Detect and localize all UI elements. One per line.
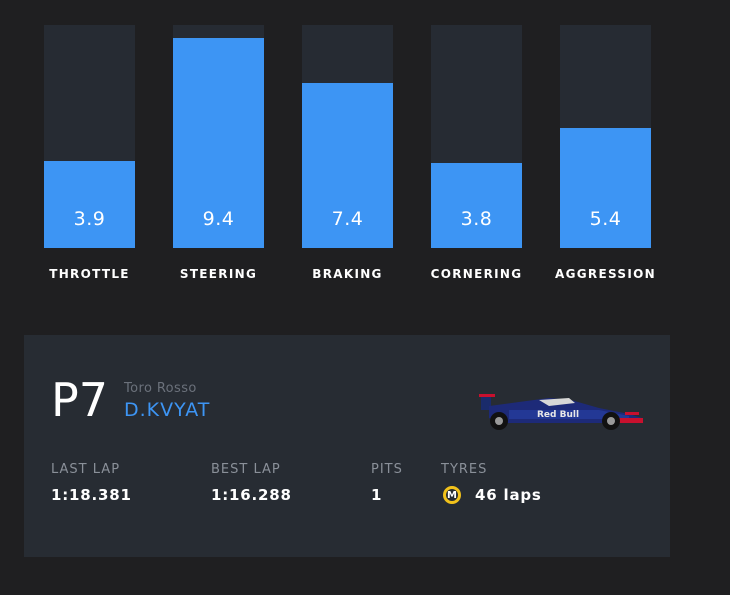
tyres-value: 46 laps	[475, 486, 542, 504]
best-lap-label: BEST LAP	[211, 462, 281, 477]
livery-text: Red Bull	[537, 410, 579, 420]
bar-fill	[560, 128, 651, 248]
bar-fill	[302, 83, 393, 248]
last-lap-value: 1:18.381	[51, 486, 132, 504]
bar-fill	[173, 38, 264, 248]
driver-card: P7 Toro Rosso D.KVYAT Red Bull LAST LAP …	[24, 335, 670, 557]
bar-track: 3.9	[44, 25, 135, 248]
bar-label: AGGRESSION	[555, 267, 656, 281]
tyres-label: TYRES	[441, 462, 488, 477]
bar-track: 3.8	[431, 25, 522, 248]
f1-car-icon: Red Bull	[479, 394, 643, 430]
driver-position: P7	[51, 373, 109, 427]
bar-track: 7.4	[302, 25, 393, 248]
bar-label: STEERING	[179, 267, 258, 281]
bar-value: 3.9	[73, 208, 106, 230]
bar-value: 7.4	[331, 208, 364, 230]
bar-label: THROTTLE	[49, 267, 130, 281]
pits-label: PITS	[371, 462, 403, 477]
last-lap-label: LAST LAP	[51, 462, 121, 477]
driver-name: D.KVYAT	[124, 399, 211, 421]
team-name: Toro Rosso	[124, 381, 197, 396]
bar-fill	[44, 161, 135, 248]
bar-value: 9.4	[202, 208, 235, 230]
pits-value: 1	[371, 486, 383, 504]
bar-value: 5.4	[589, 208, 622, 230]
bar-fill	[431, 163, 522, 248]
best-lap-value: 1:16.288	[211, 486, 292, 504]
bar-track: 5.4	[560, 25, 651, 248]
medium-tyre-icon: M	[443, 486, 461, 504]
bar-label: CORNERING	[430, 267, 523, 281]
bar-track: 9.4	[173, 25, 264, 248]
bar-value: 3.8	[460, 208, 493, 230]
bar-label: BRAKING	[312, 267, 383, 281]
